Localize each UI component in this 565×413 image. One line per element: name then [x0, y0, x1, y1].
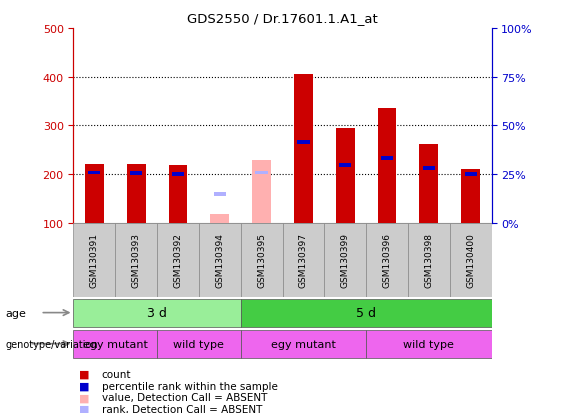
- Bar: [408, 223, 450, 297]
- Text: percentile rank within the sample: percentile rank within the sample: [102, 381, 277, 391]
- Text: GSM130394: GSM130394: [215, 233, 224, 287]
- Text: 3 d: 3 d: [147, 306, 167, 319]
- Bar: [127, 165, 146, 223]
- Bar: [366, 223, 408, 297]
- Bar: [464, 173, 477, 176]
- Bar: [214, 193, 226, 197]
- Text: GSM130396: GSM130396: [383, 233, 392, 287]
- Bar: [88, 171, 101, 175]
- Text: ■: ■: [79, 404, 90, 413]
- Text: GSM130397: GSM130397: [299, 233, 308, 287]
- Text: GSM130393: GSM130393: [132, 233, 141, 287]
- Bar: [73, 223, 115, 297]
- Bar: [130, 171, 142, 176]
- Bar: [73, 299, 241, 327]
- Text: ■: ■: [79, 392, 90, 402]
- Bar: [199, 223, 241, 297]
- Bar: [423, 166, 435, 170]
- Bar: [241, 330, 366, 358]
- Text: GSM130395: GSM130395: [257, 233, 266, 287]
- Bar: [339, 164, 351, 168]
- Bar: [450, 223, 492, 297]
- Bar: [377, 109, 397, 223]
- Text: GSM130400: GSM130400: [466, 233, 475, 287]
- Text: rank, Detection Call = ABSENT: rank, Detection Call = ABSENT: [102, 404, 262, 413]
- Bar: [294, 75, 313, 223]
- Text: egy mutant: egy mutant: [271, 339, 336, 349]
- Text: wild type: wild type: [403, 339, 454, 349]
- Text: value, Detection Call = ABSENT: value, Detection Call = ABSENT: [102, 392, 267, 402]
- Bar: [241, 299, 492, 327]
- Text: 5 d: 5 d: [356, 306, 376, 319]
- Text: egy mutant: egy mutant: [83, 339, 147, 349]
- Bar: [297, 141, 310, 145]
- Bar: [73, 330, 157, 358]
- Bar: [241, 223, 282, 297]
- Text: wild type: wild type: [173, 339, 224, 349]
- Bar: [461, 170, 480, 223]
- Text: GSM130398: GSM130398: [424, 233, 433, 287]
- Title: GDS2550 / Dr.17601.1.A1_at: GDS2550 / Dr.17601.1.A1_at: [187, 12, 378, 25]
- Text: count: count: [102, 369, 131, 379]
- Bar: [381, 157, 393, 161]
- Bar: [157, 330, 241, 358]
- Text: GSM130392: GSM130392: [173, 233, 182, 287]
- Bar: [324, 223, 366, 297]
- Bar: [85, 165, 104, 223]
- Text: ■: ■: [79, 369, 90, 379]
- Text: ■: ■: [79, 381, 90, 391]
- Bar: [336, 128, 355, 223]
- Text: GSM130391: GSM130391: [90, 233, 99, 287]
- Bar: [210, 214, 229, 223]
- Bar: [255, 171, 268, 175]
- Bar: [366, 330, 492, 358]
- Bar: [115, 223, 157, 297]
- Bar: [282, 223, 324, 297]
- Bar: [172, 173, 184, 176]
- Bar: [252, 161, 271, 223]
- Bar: [419, 145, 438, 223]
- Bar: [157, 223, 199, 297]
- Text: genotype/variation: genotype/variation: [6, 339, 98, 349]
- Text: age: age: [6, 308, 27, 318]
- Bar: [168, 166, 188, 223]
- Text: GSM130399: GSM130399: [341, 233, 350, 287]
